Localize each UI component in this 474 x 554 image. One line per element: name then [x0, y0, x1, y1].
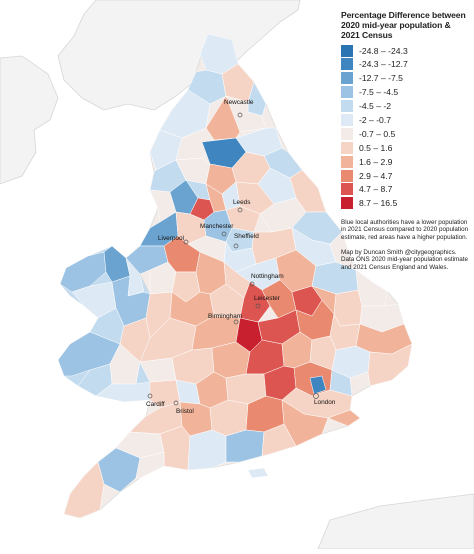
legend-label: 8.7 – 16.5 [359, 198, 398, 209]
districts [63, 33, 413, 519]
legend-swatch [341, 127, 353, 140]
legend-label: -4.5 – -2 [359, 101, 392, 112]
legend-item: -24.8 – -24.3 [341, 44, 469, 57]
legend-item: -12.7 – -7.5 [341, 72, 469, 85]
legend-item: -7.5 – -4.5 [341, 86, 469, 99]
isle-of-wight [247, 467, 269, 479]
legend-swatch [341, 100, 353, 113]
ireland-land [0, 55, 59, 185]
legend-item: -2 – -0.7 [341, 113, 469, 126]
legend-label: -12.7 – -7.5 [359, 73, 403, 84]
france-land [317, 493, 474, 550]
city-label-leeds: Leeds [233, 199, 250, 206]
legend-label: -24.8 – -24.3 [359, 45, 408, 56]
city-label-manchester: Manchester [200, 223, 234, 230]
legend-swatch [341, 113, 353, 126]
city-labels: Newcastle Leeds Manchester Liverpool She… [146, 99, 336, 415]
legend-item: 2.9 – 4.7 [341, 169, 469, 182]
city-label-bristol: Bristol [176, 408, 194, 415]
legend: Percentage Difference between 2020 mid-y… [341, 10, 469, 271]
legend-swatch [341, 72, 353, 85]
legend-swatch [341, 58, 353, 71]
legend-note-colors: Blue local authorities have a lower popu… [341, 218, 469, 241]
city-label-birmingham: Birmingham [208, 313, 242, 320]
legend-label: 2.9 – 4.7 [359, 170, 393, 181]
legend-swatch [341, 155, 353, 168]
city-label-newcastle: Newcastle [224, 99, 254, 106]
legend-label: -2 – -0.7 [359, 114, 392, 125]
city-label-london: London [314, 399, 336, 406]
legend-swatch [341, 44, 353, 57]
legend-note-credits: Map by Duncan Smith @citygeographics. Da… [341, 248, 469, 271]
legend-item: -24.3 – -12.7 [341, 58, 469, 71]
legend-swatch [341, 169, 353, 182]
city-markers [147, 112, 319, 406]
city-label-liverpool: Liverpool [158, 235, 184, 242]
legend-item: 4.7 – 8.7 [341, 183, 469, 196]
city-label-sheffield: Sheffield [234, 233, 259, 240]
legend-swatch [341, 86, 353, 99]
city-label-nottingham: Nottingham [251, 273, 284, 280]
legend-swatch [341, 141, 353, 154]
legend-item: 1.6 – 2.9 [341, 155, 469, 168]
legend-swatch [341, 183, 353, 196]
legend-label: 0.5 – 1.6 [359, 142, 393, 153]
legend-label: -7.5 – -4.5 [359, 87, 399, 98]
legend-label: 1.6 – 2.9 [359, 156, 393, 167]
legend-item: 8.7 – 16.5 [341, 197, 469, 210]
legend-swatch [341, 197, 353, 210]
legend-label: -0.7 – 0.5 [359, 128, 396, 139]
legend-item: -0.7 – 0.5 [341, 127, 469, 140]
city-label-leicester: Leicester [254, 295, 281, 302]
legend-rows: -24.8 – -24.3 -24.3 – -12.7 -12.7 – -7.5 -7… [341, 44, 469, 210]
legend-title: Percentage Difference between 2020 mid-y… [341, 10, 466, 40]
legend-label: 4.7 – 8.7 [359, 184, 393, 195]
scotland-land [57, 0, 301, 111]
city-label-cardiff: Cardiff [146, 401, 165, 408]
legend-item: 0.5 – 1.6 [341, 141, 469, 154]
legend-label: -24.3 – -12.7 [359, 59, 408, 70]
legend-item: -4.5 – -2 [341, 100, 469, 113]
wales-region [57, 245, 151, 403]
